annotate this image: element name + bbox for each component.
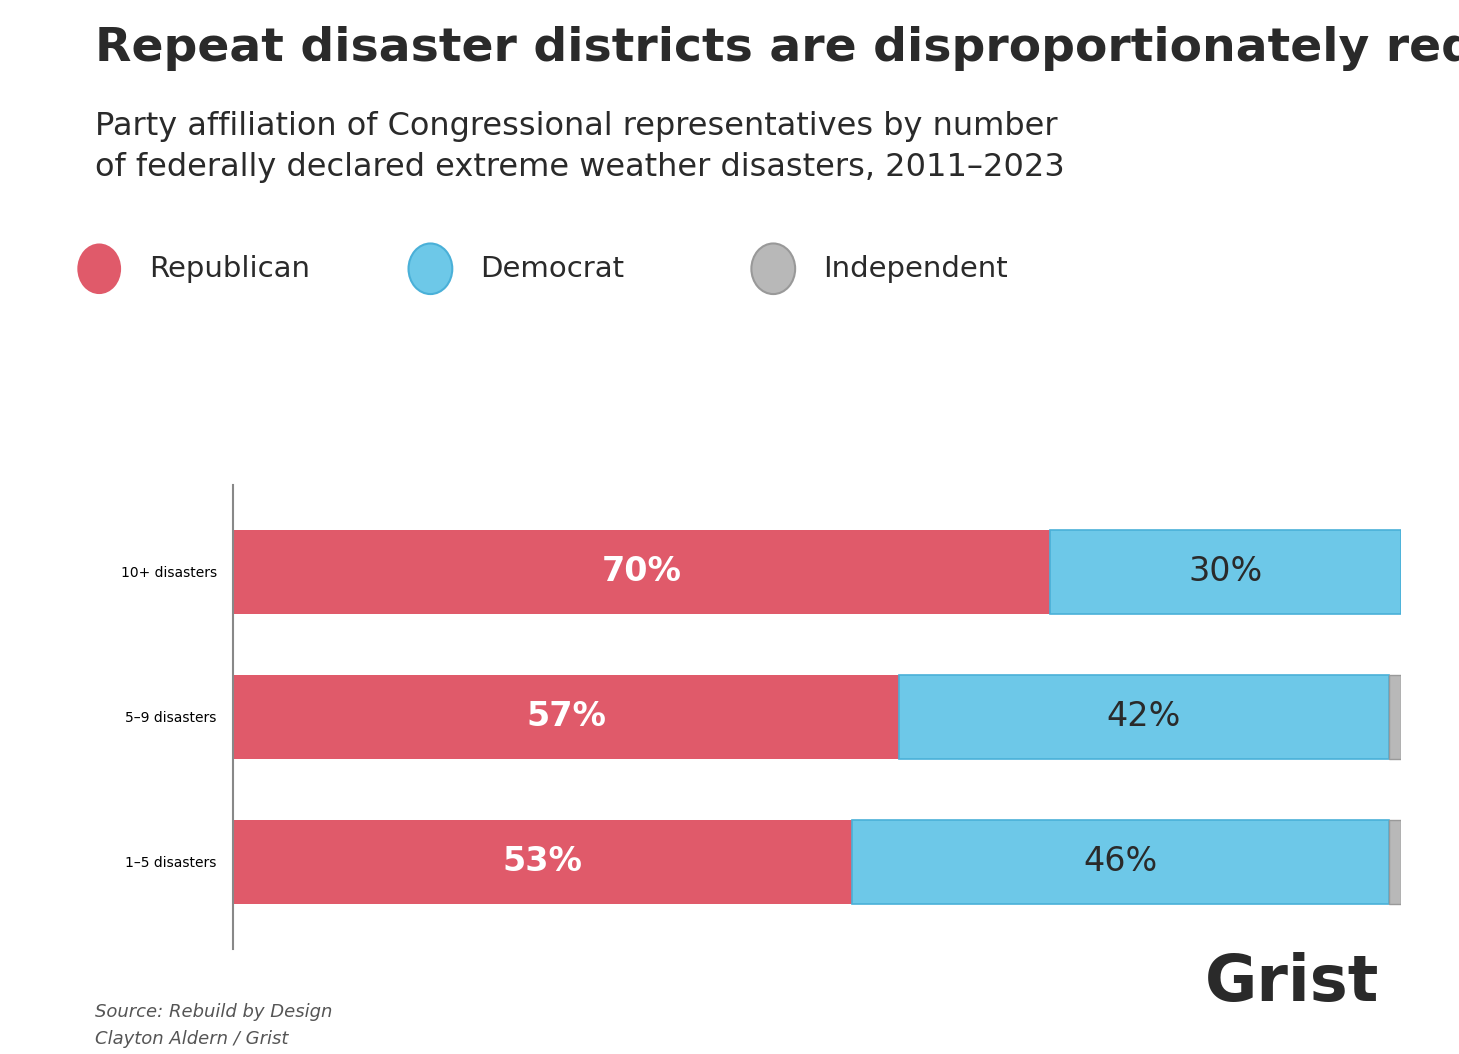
Text: 42%: 42% xyxy=(1107,700,1180,734)
Text: 70%: 70% xyxy=(603,555,681,588)
Text: Repeat disaster districts are disproportionately red: Repeat disaster districts are disproport… xyxy=(95,26,1459,72)
Text: Independent: Independent xyxy=(823,255,1008,282)
Text: Party affiliation of Congressional representatives by number
of federally declar: Party affiliation of Congressional repre… xyxy=(95,111,1065,183)
Bar xyxy=(1050,530,1401,613)
Text: 57%: 57% xyxy=(527,700,605,734)
Bar xyxy=(1389,675,1401,759)
Bar xyxy=(233,820,852,903)
Bar xyxy=(1389,820,1401,903)
Text: Democrat: Democrat xyxy=(480,255,624,282)
Bar xyxy=(233,675,899,759)
Text: 30%: 30% xyxy=(1189,555,1262,588)
Text: Republican: Republican xyxy=(149,255,309,282)
Bar xyxy=(233,530,1050,613)
Text: 46%: 46% xyxy=(1084,845,1157,878)
Bar xyxy=(852,820,1389,903)
Text: 53%: 53% xyxy=(503,845,582,878)
Text: Grist: Grist xyxy=(1204,952,1379,1014)
Text: Source: Rebuild by Design
Clayton Aldern / Grist: Source: Rebuild by Design Clayton Aldern… xyxy=(95,1003,333,1048)
Bar xyxy=(899,675,1389,759)
